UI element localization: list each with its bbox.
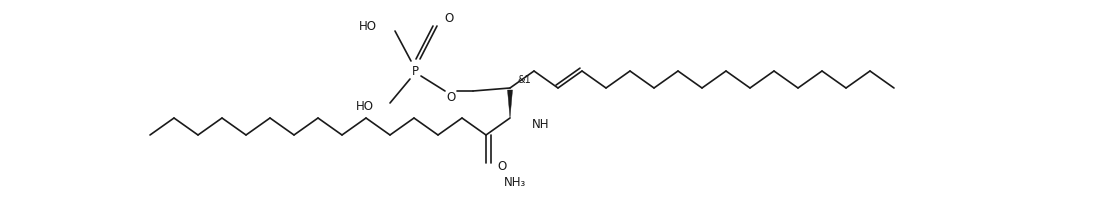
Polygon shape [508, 90, 512, 118]
Text: P: P [412, 65, 418, 77]
Text: &1: &1 [517, 75, 531, 85]
Text: HO: HO [356, 100, 374, 112]
Text: O: O [444, 12, 453, 24]
Text: HO: HO [359, 19, 377, 32]
Text: NH: NH [532, 118, 549, 130]
Text: NH₃: NH₃ [504, 176, 526, 189]
Text: O: O [446, 91, 455, 104]
Text: O: O [498, 161, 507, 173]
